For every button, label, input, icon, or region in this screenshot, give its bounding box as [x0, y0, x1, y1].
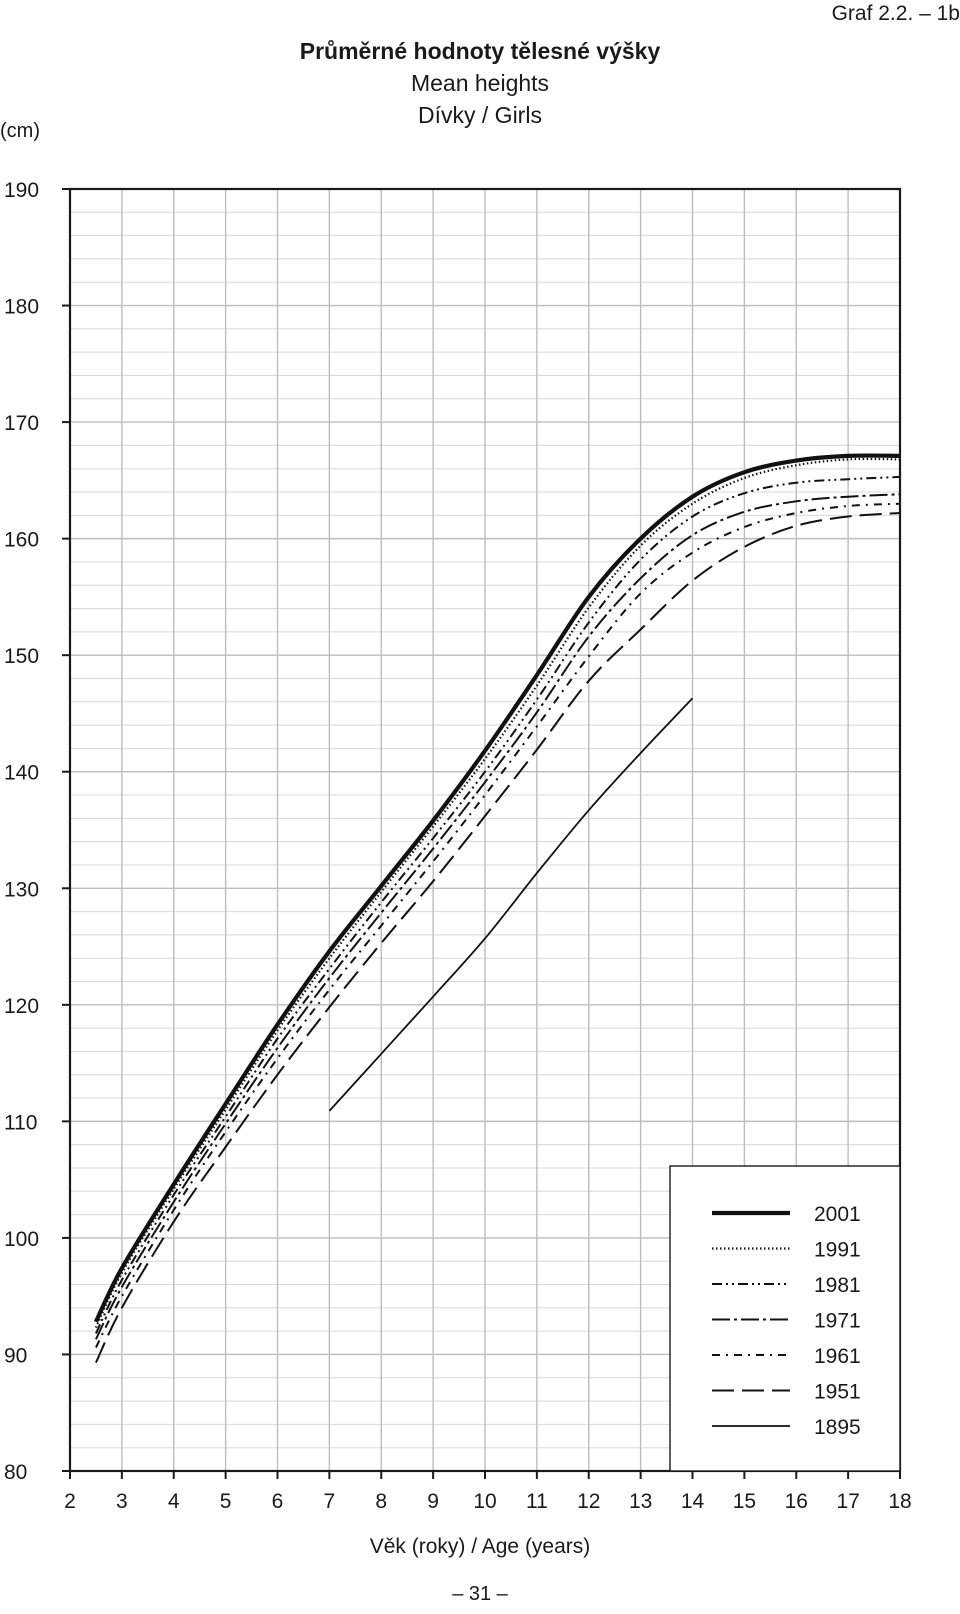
x-tick-label: 5	[220, 1490, 232, 1513]
x-tick-label: 9	[427, 1490, 439, 1513]
y-tick-label: 140	[4, 762, 39, 785]
legend-label-2001: 2001	[814, 1203, 861, 1226]
y-tick-label: 80	[4, 1461, 27, 1484]
x-tick-label: 8	[375, 1490, 387, 1513]
x-tick-label: 16	[785, 1490, 808, 1513]
legend-label-1951: 1951	[814, 1381, 861, 1404]
series-line-2001	[94, 453, 901, 1323]
x-axis-label: Věk (roky) / Age (years)	[369, 1535, 591, 1558]
y-tick-label: 100	[4, 1228, 39, 1251]
page-number: – 31 –	[452, 1583, 508, 1605]
x-tick-label: 4	[168, 1490, 180, 1513]
legend-label-1981: 1981	[814, 1274, 861, 1297]
x-tick-label: 18	[888, 1490, 911, 1513]
y-axis-unit: (cm)	[0, 120, 40, 142]
y-tick-label: 110	[4, 1111, 37, 1134]
x-tick-label: 10	[473, 1490, 496, 1513]
series-line-1961	[95, 502, 901, 1348]
series-line-1895	[328, 697, 694, 1112]
y-tick-label: 150	[4, 645, 39, 668]
legend-label-1971: 1971	[814, 1310, 861, 1333]
x-tick-label: 3	[116, 1490, 128, 1513]
chart-title: Průměrné hodnoty tělesné výšky	[299, 38, 661, 64]
legend: 2001 1991 1981 1971 1961 1951 1895	[669, 1165, 901, 1472]
y-tick-label: 120	[4, 995, 39, 1018]
x-tick-label: 15	[733, 1490, 756, 1513]
y-tick-label: 130	[4, 878, 39, 901]
x-tick-label: 13	[629, 1490, 652, 1513]
legend-label-1895: 1895	[814, 1416, 861, 1439]
series-layer	[94, 453, 901, 1364]
x-tick-label: 17	[836, 1490, 859, 1513]
series-line-1991	[94, 457, 901, 1329]
series-line-1951	[94, 512, 901, 1364]
x-tick-label: 11	[526, 1490, 548, 1513]
legend-label-1961: 1961	[814, 1345, 861, 1368]
y-tick-label: 160	[4, 529, 39, 552]
x-tick-label: 12	[577, 1490, 600, 1513]
y-tick-label: 170	[4, 412, 39, 435]
x-tick-label: 7	[324, 1490, 336, 1513]
axes	[62, 187, 902, 1479]
chart-subtitle-en: Mean heights	[410, 70, 550, 96]
legend-label-1991: 1991	[814, 1239, 861, 1262]
x-tick-label: 2	[64, 1490, 76, 1513]
graph-id: Graf 2.2. – 1b	[831, 2, 960, 25]
x-tick-label: 14	[681, 1490, 705, 1513]
x-tick-label: 6	[272, 1490, 284, 1513]
y-tick-label: 190	[4, 179, 39, 202]
series-line-1971	[95, 493, 901, 1340]
tick-labels: 80 90 100 110 120 130 140 150 160 170 180 190 2 3 4 5 6 7…	[4, 179, 912, 1513]
y-tick-label: 90	[4, 1344, 27, 1367]
y-tick-label: 180	[4, 296, 39, 319]
chart-subtitle-group: Dívky / Girls	[418, 102, 542, 128]
series-line-1981	[95, 475, 901, 1334]
